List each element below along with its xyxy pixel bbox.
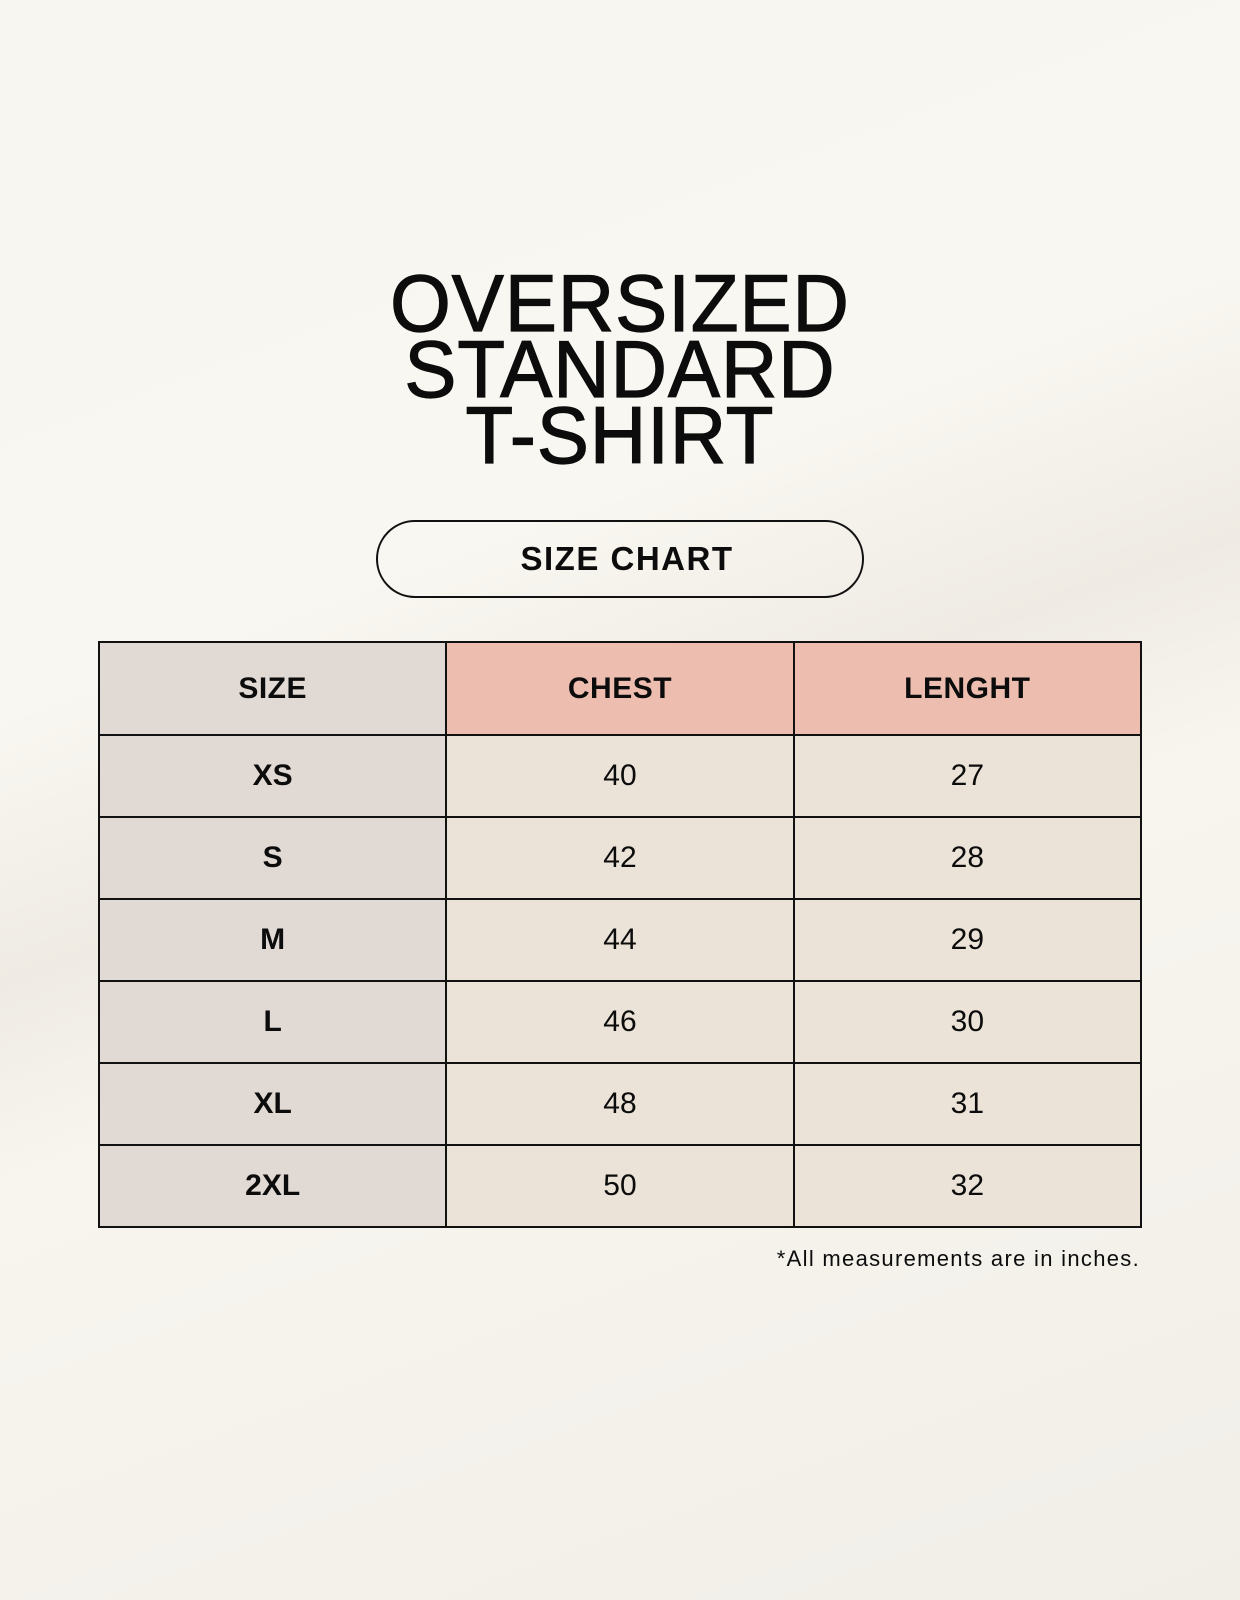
chest-cell: 46: [445, 980, 795, 1064]
chest-cell: 40: [445, 734, 795, 818]
table-header-row: SIZE CHEST LENGHT: [97, 641, 1143, 736]
length-cell: 27: [792, 734, 1143, 818]
length-cell: 32: [792, 1144, 1143, 1228]
table-row: 2XL 50 32: [97, 1144, 1143, 1228]
table-row: S 42 28: [97, 816, 1143, 900]
title-line-1: OVERSIZED: [390, 257, 850, 349]
size-cell: XS: [97, 734, 448, 818]
header-length: LENGHT: [792, 641, 1143, 736]
table-row: M 44 29: [97, 898, 1143, 982]
size-chart-badge: SIZE CHART: [376, 520, 864, 598]
page-title: OVERSIZED STANDARD T-SHIRT: [0, 257, 1240, 481]
footnote: *All measurements are in inches.: [776, 1246, 1140, 1271]
length-cell: 29: [792, 898, 1143, 982]
size-cell: 2XL: [97, 1144, 448, 1228]
length-cell: 30: [792, 980, 1143, 1064]
chest-cell: 50: [445, 1144, 795, 1228]
title-line-2: STANDARD: [404, 323, 836, 415]
table-row: XS 40 27: [97, 734, 1143, 818]
size-cell: M: [97, 898, 448, 982]
header-size: SIZE: [97, 641, 448, 736]
chest-cell: 48: [445, 1062, 795, 1146]
length-cell: 28: [792, 816, 1143, 900]
chest-cell: 42: [445, 816, 795, 900]
size-cell: S: [97, 816, 448, 900]
header-chest: CHEST: [445, 641, 795, 736]
size-table: SIZE CHEST LENGHT XS 40 27 S 42 28 M 44 29 L 46 30 X…: [97, 641, 1143, 1228]
table-row: XL 48 31: [97, 1062, 1143, 1146]
table-row: L 46 30: [97, 980, 1143, 1064]
length-cell: 31: [792, 1062, 1143, 1146]
size-cell: XL: [97, 1062, 448, 1146]
size-cell: L: [97, 980, 448, 1064]
title-line-3: T-SHIRT: [465, 389, 775, 481]
chest-cell: 44: [445, 898, 795, 982]
